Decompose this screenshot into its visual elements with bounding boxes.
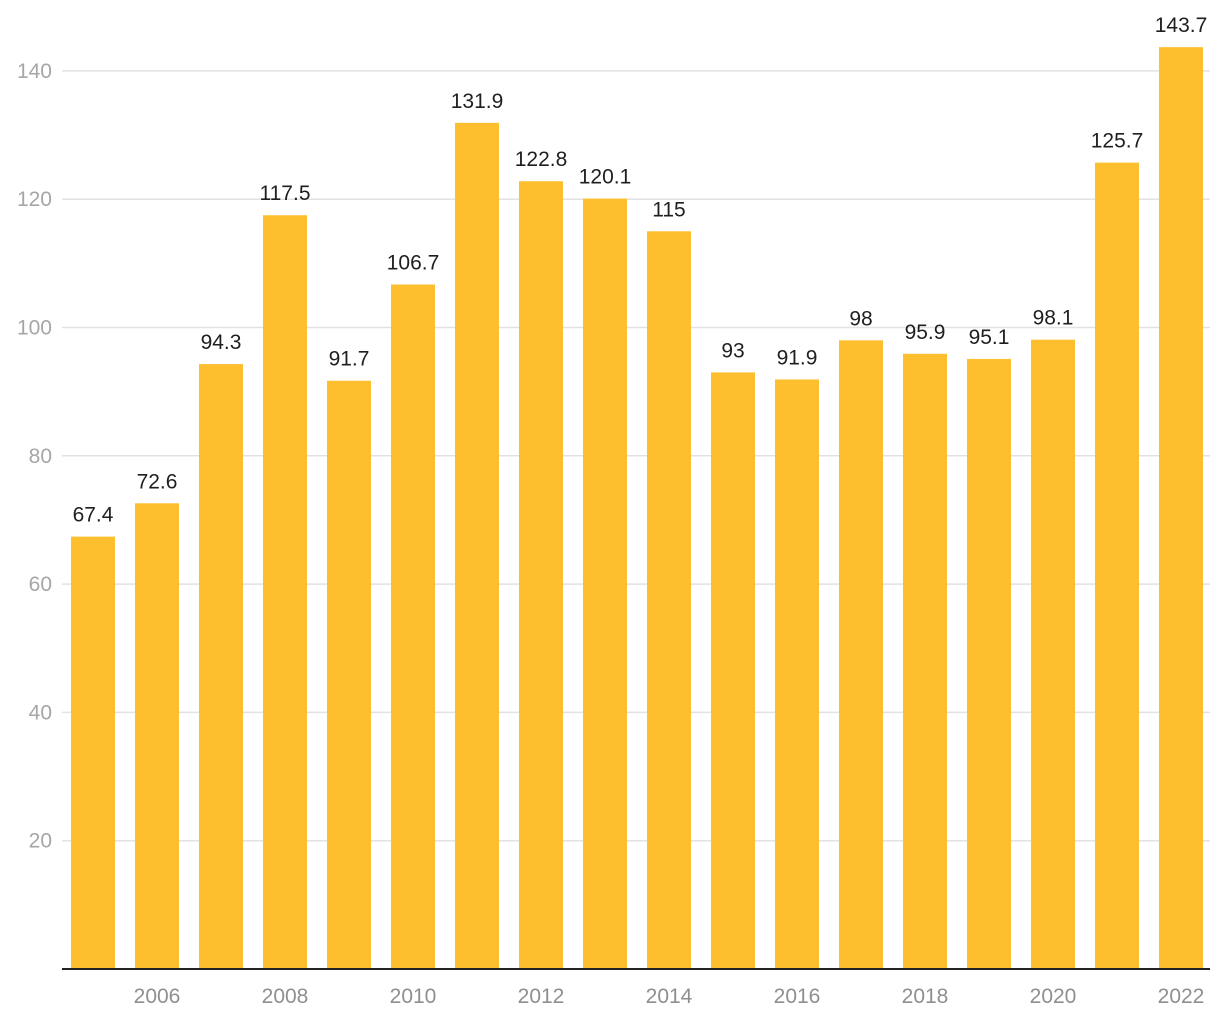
data-label-2014: 115 (652, 198, 685, 221)
data-label-2013: 120.1 (579, 166, 632, 189)
data-label-2021: 125.7 (1091, 130, 1144, 153)
x-tick-label: 2012 (518, 985, 565, 1008)
bar-2015 (711, 372, 755, 969)
x-tick-label: 2008 (262, 985, 309, 1008)
y-tick-label: 100 (17, 317, 52, 340)
x-tick-label: 2022 (1158, 985, 1205, 1008)
y-tick-label: 120 (17, 188, 52, 211)
x-tick-label: 2020 (1030, 985, 1077, 1008)
data-label-2015: 93 (721, 339, 744, 362)
data-label-2018: 95.9 (905, 321, 946, 344)
y-tick-label: 140 (17, 60, 52, 83)
data-label-2008: 117.5 (260, 182, 311, 205)
data-label-2010: 106.7 (387, 252, 440, 275)
data-label-2011: 131.9 (451, 90, 504, 113)
y-tick-label: 20 (29, 830, 52, 853)
bar-2019 (967, 358, 1011, 970)
bar-2008 (263, 215, 307, 970)
bar-2006 (135, 503, 179, 969)
x-tick-label: 2014 (646, 985, 693, 1008)
data-label-2019: 95.1 (969, 326, 1010, 349)
bar-2013 (583, 198, 627, 970)
data-labels: 67.4 72.6 94.3 117.5 91.7 106.7 131.9 122.8 120.… (73, 14, 1208, 526)
data-label-2006: 72.6 (137, 470, 178, 493)
x-tick-label: 2010 (390, 985, 437, 1008)
x-tick-label: 2018 (902, 985, 949, 1008)
gridlines (62, 70, 1210, 842)
bar-2016 (775, 379, 819, 969)
bar-2014 (647, 231, 691, 969)
bar-2020 (1031, 339, 1075, 970)
bar-2021 (1095, 162, 1139, 969)
bar-2011 (455, 122, 499, 969)
data-label-2017: 98 (849, 307, 872, 330)
bar-2009 (327, 380, 371, 969)
y-tick-label: 60 (29, 573, 52, 596)
bar-2018 (903, 353, 947, 969)
y-tick-label: 80 (29, 445, 52, 468)
data-label-2016: 91.9 (777, 346, 818, 369)
bar-2005 (71, 536, 115, 969)
x-tick-label: 2006 (134, 985, 181, 1008)
data-label-2022: 143.7 (1155, 14, 1208, 37)
data-label-2012: 122.8 (515, 148, 568, 171)
bars (71, 47, 1203, 970)
bar-2012 (519, 181, 563, 969)
data-label-2007: 94.3 (201, 331, 242, 354)
data-label-2009: 91.7 (329, 348, 370, 371)
bar-2022 (1159, 47, 1203, 970)
bar-2010 (391, 284, 435, 969)
x-axis-ticks: 2006 2008 2010 2012 2014 2016 2018 2020 2022 (134, 985, 1205, 1008)
y-tick-label: 40 (29, 701, 52, 724)
data-label-2020: 98.1 (1033, 307, 1074, 330)
data-label-2005: 67.4 (73, 504, 114, 527)
bar-2007 (199, 364, 243, 969)
x-tick-label: 2016 (774, 985, 821, 1008)
bar-2017 (839, 340, 883, 970)
y-axis-ticks: 20 40 60 80 100 120 140 (17, 60, 52, 853)
